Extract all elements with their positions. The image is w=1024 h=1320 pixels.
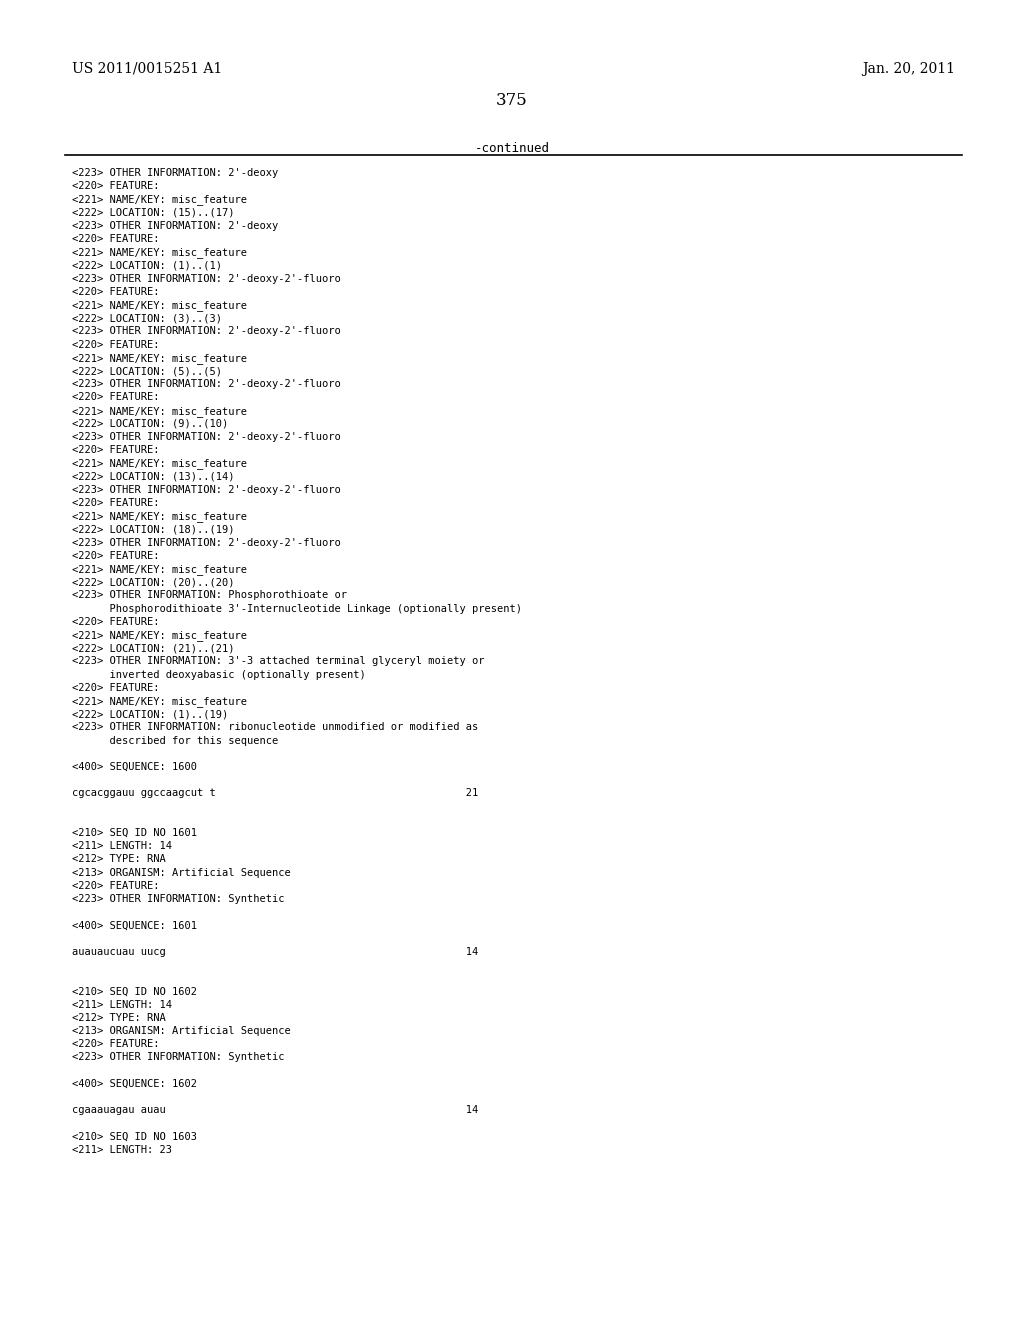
Text: <220> FEATURE:: <220> FEATURE:	[72, 498, 160, 508]
Text: <220> FEATURE:: <220> FEATURE:	[72, 616, 160, 627]
Text: <212> TYPE: RNA: <212> TYPE: RNA	[72, 854, 166, 865]
Text: <221> NAME/KEY: misc_feature: <221> NAME/KEY: misc_feature	[72, 300, 247, 312]
Text: <221> NAME/KEY: misc_feature: <221> NAME/KEY: misc_feature	[72, 696, 247, 708]
Text: <211> LENGTH: 14: <211> LENGTH: 14	[72, 999, 172, 1010]
Text: <212> TYPE: RNA: <212> TYPE: RNA	[72, 1012, 166, 1023]
Text: <221> NAME/KEY: misc_feature: <221> NAME/KEY: misc_feature	[72, 511, 247, 523]
Text: <220> FEATURE:: <220> FEATURE:	[72, 880, 160, 891]
Text: <220> FEATURE:: <220> FEATURE:	[72, 286, 160, 297]
Text: <222> LOCATION: (3)..(3): <222> LOCATION: (3)..(3)	[72, 313, 222, 323]
Text: <400> SEQUENCE: 1600: <400> SEQUENCE: 1600	[72, 762, 197, 772]
Text: <223> OTHER INFORMATION: Synthetic: <223> OTHER INFORMATION: Synthetic	[72, 1052, 285, 1063]
Text: <220> FEATURE:: <220> FEATURE:	[72, 682, 160, 693]
Text: <220> FEATURE:: <220> FEATURE:	[72, 1039, 160, 1049]
Text: US 2011/0015251 A1: US 2011/0015251 A1	[72, 62, 222, 77]
Text: <221> NAME/KEY: misc_feature: <221> NAME/KEY: misc_feature	[72, 405, 247, 417]
Text: <221> NAME/KEY: misc_feature: <221> NAME/KEY: misc_feature	[72, 194, 247, 206]
Text: <223> OTHER INFORMATION: ribonucleotide unmodified or modified as: <223> OTHER INFORMATION: ribonucleotide …	[72, 722, 478, 733]
Text: cgcacggauu ggccaagcut t                                        21: cgcacggauu ggccaagcut t 21	[72, 788, 478, 799]
Text: <221> NAME/KEY: misc_feature: <221> NAME/KEY: misc_feature	[72, 458, 247, 470]
Text: <221> NAME/KEY: misc_feature: <221> NAME/KEY: misc_feature	[72, 247, 247, 259]
Text: <221> NAME/KEY: misc_feature: <221> NAME/KEY: misc_feature	[72, 630, 247, 642]
Text: <211> LENGTH: 14: <211> LENGTH: 14	[72, 841, 172, 851]
Text: <220> FEATURE:: <220> FEATURE:	[72, 181, 160, 191]
Text: <213> ORGANISM: Artificial Sequence: <213> ORGANISM: Artificial Sequence	[72, 1026, 291, 1036]
Text: <223> OTHER INFORMATION: 2'-deoxy: <223> OTHER INFORMATION: 2'-deoxy	[72, 168, 279, 178]
Text: <222> LOCATION: (21)..(21): <222> LOCATION: (21)..(21)	[72, 643, 234, 653]
Text: <210> SEQ ID NO 1603: <210> SEQ ID NO 1603	[72, 1131, 197, 1142]
Text: <223> OTHER INFORMATION: 2'-deoxy: <223> OTHER INFORMATION: 2'-deoxy	[72, 220, 279, 231]
Text: <400> SEQUENCE: 1601: <400> SEQUENCE: 1601	[72, 920, 197, 931]
Text: <220> FEATURE:: <220> FEATURE:	[72, 234, 160, 244]
Text: <221> NAME/KEY: misc_feature: <221> NAME/KEY: misc_feature	[72, 352, 247, 364]
Text: <222> LOCATION: (13)..(14): <222> LOCATION: (13)..(14)	[72, 471, 234, 482]
Text: <222> LOCATION: (1)..(1): <222> LOCATION: (1)..(1)	[72, 260, 222, 271]
Text: 375: 375	[496, 92, 528, 110]
Text: <222> LOCATION: (18)..(19): <222> LOCATION: (18)..(19)	[72, 524, 234, 535]
Text: <222> LOCATION: (9)..(10): <222> LOCATION: (9)..(10)	[72, 418, 228, 429]
Text: <220> FEATURE:: <220> FEATURE:	[72, 445, 160, 455]
Text: <223> OTHER INFORMATION: 2'-deoxy-2'-fluoro: <223> OTHER INFORMATION: 2'-deoxy-2'-flu…	[72, 484, 341, 495]
Text: <223> OTHER INFORMATION: 2'-deoxy-2'-fluoro: <223> OTHER INFORMATION: 2'-deoxy-2'-flu…	[72, 379, 341, 389]
Text: <400> SEQUENCE: 1602: <400> SEQUENCE: 1602	[72, 1078, 197, 1089]
Text: <222> LOCATION: (15)..(17): <222> LOCATION: (15)..(17)	[72, 207, 234, 218]
Text: <222> LOCATION: (20)..(20): <222> LOCATION: (20)..(20)	[72, 577, 234, 587]
Text: <221> NAME/KEY: misc_feature: <221> NAME/KEY: misc_feature	[72, 564, 247, 576]
Text: auauaucuau uucg                                                14: auauaucuau uucg 14	[72, 946, 478, 957]
Text: <223> OTHER INFORMATION: 2'-deoxy-2'-fluoro: <223> OTHER INFORMATION: 2'-deoxy-2'-flu…	[72, 273, 341, 284]
Text: <210> SEQ ID NO 1602: <210> SEQ ID NO 1602	[72, 986, 197, 997]
Text: <222> LOCATION: (1)..(19): <222> LOCATION: (1)..(19)	[72, 709, 228, 719]
Text: <223> OTHER INFORMATION: 2'-deoxy-2'-fluoro: <223> OTHER INFORMATION: 2'-deoxy-2'-flu…	[72, 432, 341, 442]
Text: <220> FEATURE:: <220> FEATURE:	[72, 392, 160, 403]
Text: -continued: -continued	[474, 143, 550, 154]
Text: described for this sequence: described for this sequence	[72, 735, 279, 746]
Text: <223> OTHER INFORMATION: Phosphorothioate or: <223> OTHER INFORMATION: Phosphorothioat…	[72, 590, 347, 601]
Text: <211> LENGTH: 23: <211> LENGTH: 23	[72, 1144, 172, 1155]
Text: cgaaauagau auau                                                14: cgaaauagau auau 14	[72, 1105, 478, 1115]
Text: <223> OTHER INFORMATION: 3'-3 attached terminal glyceryl moiety or: <223> OTHER INFORMATION: 3'-3 attached t…	[72, 656, 484, 667]
Text: <210> SEQ ID NO 1601: <210> SEQ ID NO 1601	[72, 828, 197, 838]
Text: Jan. 20, 2011: Jan. 20, 2011	[862, 62, 955, 77]
Text: <220> FEATURE:: <220> FEATURE:	[72, 550, 160, 561]
Text: <223> OTHER INFORMATION: 2'-deoxy-2'-fluoro: <223> OTHER INFORMATION: 2'-deoxy-2'-flu…	[72, 326, 341, 337]
Text: <220> FEATURE:: <220> FEATURE:	[72, 339, 160, 350]
Text: <223> OTHER INFORMATION: 2'-deoxy-2'-fluoro: <223> OTHER INFORMATION: 2'-deoxy-2'-flu…	[72, 537, 341, 548]
Text: <222> LOCATION: (5)..(5): <222> LOCATION: (5)..(5)	[72, 366, 222, 376]
Text: Phosphorodithioate 3'-Internucleotide Linkage (optionally present): Phosphorodithioate 3'-Internucleotide Li…	[72, 603, 522, 614]
Text: <223> OTHER INFORMATION: Synthetic: <223> OTHER INFORMATION: Synthetic	[72, 894, 285, 904]
Text: inverted deoxyabasic (optionally present): inverted deoxyabasic (optionally present…	[72, 669, 366, 680]
Text: <213> ORGANISM: Artificial Sequence: <213> ORGANISM: Artificial Sequence	[72, 867, 291, 878]
